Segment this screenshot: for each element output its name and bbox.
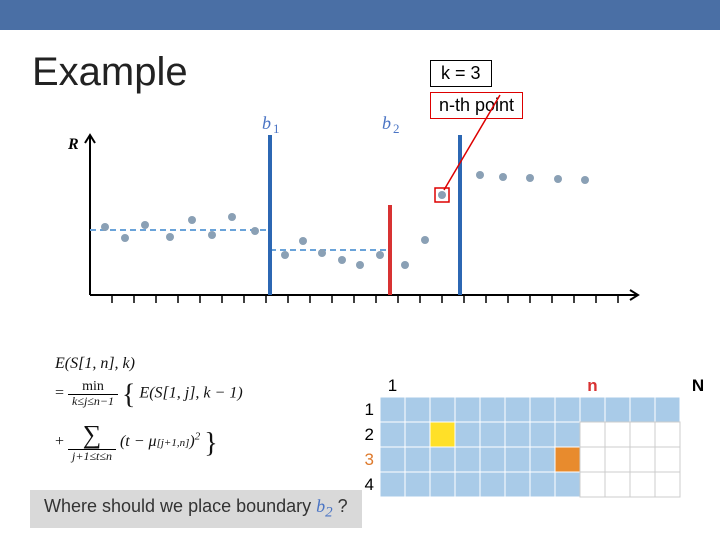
eq-lhs: E(S[1, n], k) [55,355,355,373]
k-value-text: k = 3 [441,63,481,83]
svg-text:1: 1 [273,121,280,136]
nth-point-box: n-th point [430,92,523,119]
nth-point-text: n-th point [439,95,514,115]
slide-title: Example [32,50,188,95]
svg-text:3: 3 [365,450,374,469]
sum-operator: ∑ j+1≤t≤n [68,421,116,464]
svg-text:n: n [587,376,597,395]
svg-text:b: b [382,113,391,133]
slide-top-bar [0,0,720,30]
eq-term1: E(S[1, j], k − 1) [139,384,242,401]
eq-term2-left: (t − μ [120,433,157,450]
eq-term2-sub: [j+1,n] [157,437,190,449]
question-suffix: ? [333,496,348,516]
eq-squared: 2 [195,431,201,443]
svg-text:1: 1 [388,376,397,395]
eq-line1: = min k≤j≤n−1 { E(S[1, j], k − 1) [55,379,355,411]
question-prefix: Where should we place boundary [44,496,316,516]
question-b: b2 [316,496,333,516]
eq-lhs-text: E(S[1, n], k) [55,355,135,372]
k-value-box: k = 3 [430,60,492,87]
question-band: Where should we place boundary b2 ? [30,490,362,528]
scatter-chart: Rb1b2 [60,135,670,365]
eq-line2: + ∑ j+1≤t≤n (t − μ[j+1,n])2 } [55,421,355,464]
svg-text:N: N [692,376,704,395]
svg-text:b: b [262,113,271,133]
svg-text:2: 2 [393,121,400,136]
min-operator: min k≤j≤n−1 [68,379,118,409]
svg-text:2: 2 [365,425,374,444]
min-sub: k≤j≤n−1 [68,395,118,408]
dp-table: 1 n N 1 2 3 4 [355,375,715,515]
sum-sub: j+1≤t≤n [68,450,116,463]
min-label: min [68,379,118,395]
svg-text:R: R [67,136,79,153]
equation-block: E(S[1, n], k) = min k≤j≤n−1 { E(S[1, j],… [55,355,355,464]
svg-text:1: 1 [365,400,374,419]
svg-text:4: 4 [365,475,374,494]
